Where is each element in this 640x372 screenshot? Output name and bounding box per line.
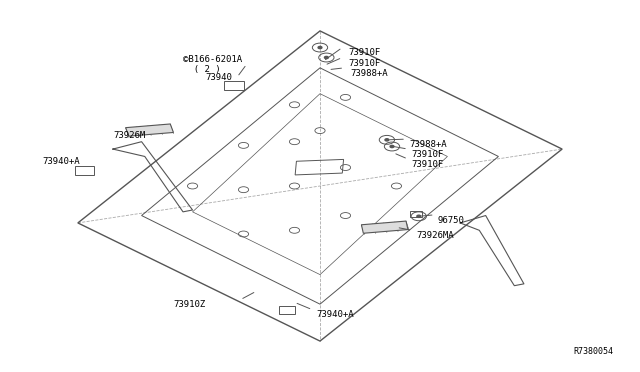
Text: 73910F: 73910F bbox=[412, 160, 444, 169]
Text: R7380054: R7380054 bbox=[573, 347, 613, 356]
Text: 73910Z: 73910Z bbox=[173, 301, 205, 310]
Circle shape bbox=[385, 139, 389, 141]
Polygon shape bbox=[362, 221, 408, 233]
Text: 96750: 96750 bbox=[438, 215, 465, 225]
Text: 73910F: 73910F bbox=[349, 48, 381, 57]
Circle shape bbox=[390, 145, 394, 148]
Text: 73910F: 73910F bbox=[349, 59, 381, 68]
Text: 73988+A: 73988+A bbox=[351, 68, 388, 78]
Text: 73940: 73940 bbox=[205, 73, 232, 82]
Circle shape bbox=[318, 46, 322, 49]
Text: 73926M: 73926M bbox=[113, 131, 145, 140]
Text: 73940+A: 73940+A bbox=[43, 157, 81, 166]
Text: 73910F: 73910F bbox=[412, 150, 444, 159]
Text: 73940+A: 73940+A bbox=[317, 310, 355, 320]
Text: ©B166-6201A
  ( 2 ): ©B166-6201A ( 2 ) bbox=[183, 55, 242, 74]
Circle shape bbox=[417, 215, 420, 217]
Text: 73988+A: 73988+A bbox=[409, 140, 447, 149]
Circle shape bbox=[324, 57, 328, 59]
Text: 73926MA: 73926MA bbox=[417, 231, 454, 240]
Polygon shape bbox=[125, 124, 173, 136]
